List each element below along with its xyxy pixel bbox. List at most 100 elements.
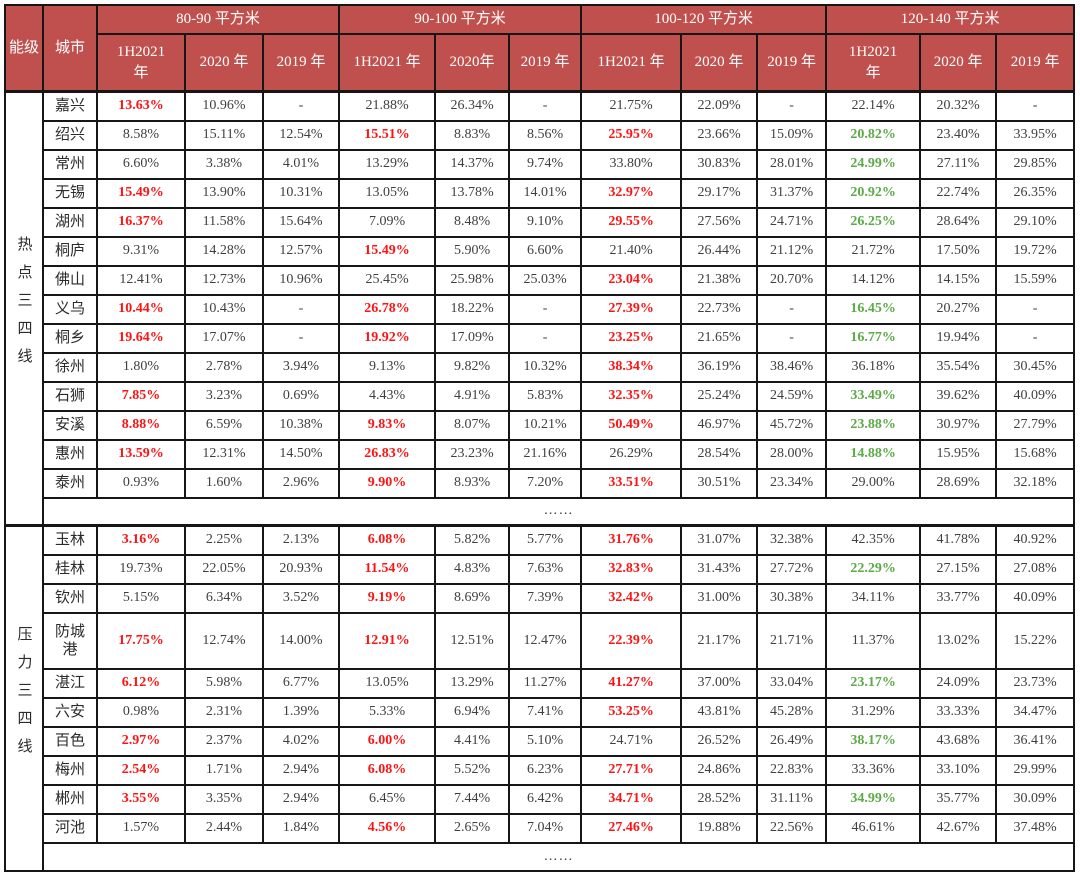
value-cell: 4.83% [434, 553, 511, 585]
value-cell: 20.27% [919, 293, 998, 325]
value-cell: 2.54% [96, 754, 186, 786]
value-cell: 21.40% [580, 235, 683, 267]
value-cell: 31.37% [756, 177, 828, 209]
value-cell: 29.99% [995, 754, 1076, 786]
value-cell: 12.47% [508, 611, 583, 670]
value-cell: 35.77% [919, 783, 998, 815]
value-cell: 15.09% [756, 119, 828, 151]
value-cell: 13.05% [338, 667, 437, 699]
ellipsis-row: …… [5, 496, 1076, 527]
value-cell: 12.57% [261, 235, 341, 267]
value-cell: - [756, 322, 828, 354]
value-cell: 23.04% [580, 264, 683, 296]
group-header-120-140: 120-140 平方米 [825, 4, 1076, 35]
value-cell: - [995, 322, 1076, 354]
value-cell: 24.99% [825, 148, 922, 180]
ellipsis-cell: …… [41, 841, 1076, 872]
city-cell: 桐乡 [42, 322, 98, 354]
value-cell: 9.74% [508, 148, 583, 180]
value-cell: 22.83% [756, 754, 828, 786]
value-cell: 33.33% [919, 696, 998, 728]
value-cell: 10.38% [261, 409, 341, 441]
value-cell: 15.51% [338, 119, 437, 151]
table-row: 绍兴 8.58% 15.11% 12.54% 15.51% 8.83% 8.56% 25.95… [5, 119, 1076, 151]
value-cell: 2.96% [261, 467, 341, 499]
value-cell: 5.52% [434, 754, 511, 786]
value-cell: 46.97% [680, 409, 759, 441]
city-cell: 桐庐 [42, 235, 98, 267]
table-row: 六安 0.98% 2.31% 1.39% 5.33% 6.94% 7.41% 53.25% 43… [5, 696, 1076, 728]
city-cell: 百色 [42, 725, 98, 757]
value-cell: 33.49% [825, 380, 922, 412]
value-cell: 0.69% [261, 380, 341, 412]
city-cell: 河池 [42, 812, 98, 844]
table-row: 梅州 2.54% 1.71% 2.94% 6.08% 5.52% 6.23% 27.71% 24… [5, 754, 1076, 786]
value-cell: 28.64% [919, 206, 998, 238]
col-header: 2020 年 [919, 33, 998, 93]
value-cell: 30.38% [756, 582, 828, 614]
value-cell: 40.09% [995, 582, 1076, 614]
value-cell: 5.82% [434, 524, 511, 556]
value-cell: 6.60% [508, 235, 583, 267]
table-row: 惠州 13.59% 12.31% 14.50% 26.83% 23.23% 21.16% 26… [5, 438, 1076, 470]
value-cell: 8.58% [96, 119, 186, 151]
value-cell: 15.22% [995, 611, 1076, 670]
value-cell: 3.94% [261, 351, 341, 383]
value-cell: 1.60% [184, 467, 264, 499]
city-cell: 佛山 [42, 264, 98, 296]
group-header-100-120: 100-120 平方米 [580, 4, 828, 35]
value-cell: - [508, 90, 583, 122]
value-cell: 20.92% [825, 177, 922, 209]
table-row: 百色 2.97% 2.37% 4.02% 6.00% 4.41% 5.10% 24.71% 26… [5, 725, 1076, 757]
value-cell: 30.97% [919, 409, 998, 441]
value-cell: 12.41% [96, 264, 186, 296]
value-cell: 19.72% [995, 235, 1076, 267]
value-cell: 8.93% [434, 467, 511, 499]
value-cell: 6.08% [338, 754, 437, 786]
city-cell: 六安 [42, 696, 98, 728]
city-cell: 桂林 [42, 553, 98, 585]
value-cell: 9.10% [508, 206, 583, 238]
value-cell: 7.63% [508, 553, 583, 585]
value-cell: 19.73% [96, 553, 186, 585]
value-cell: - [261, 322, 341, 354]
value-cell: 14.50% [261, 438, 341, 470]
value-cell: 7.41% [508, 696, 583, 728]
value-cell: 10.21% [508, 409, 583, 441]
value-cell: 6.45% [338, 783, 437, 815]
table-row: 压力三四线 玉林 3.16% 2.25% 2.13% 6.08% 5.82% 5.77% 31.… [4, 524, 1076, 872]
value-cell: 26.29% [580, 438, 683, 470]
value-cell: 37.48% [995, 812, 1076, 844]
value-cell: 32.42% [580, 582, 683, 614]
value-cell: 14.12% [825, 264, 922, 296]
value-cell: 43.68% [919, 725, 998, 757]
value-cell: 7.85% [96, 380, 186, 412]
table-row: 佛山 12.41% 12.73% 10.96% 25.45% 25.98% 25.03% 23… [5, 264, 1076, 296]
value-cell: 15.59% [995, 264, 1076, 296]
col-header: 2019 年 [508, 33, 583, 93]
value-cell: 9.19% [338, 582, 437, 614]
value-cell: 9.90% [338, 467, 437, 499]
value-cell: 2.65% [434, 812, 511, 844]
value-cell: 30.83% [680, 148, 759, 180]
city-cell: 常州 [42, 148, 98, 180]
value-cell: 13.05% [338, 177, 437, 209]
value-cell: 41.27% [580, 667, 683, 699]
value-cell: 40.92% [995, 524, 1076, 556]
value-cell: 21.17% [680, 611, 759, 670]
table-row: 无锡 15.49% 13.90% 10.31% 13.05% 13.78% 14.01% 32… [5, 177, 1076, 209]
value-cell: 6.94% [434, 696, 511, 728]
city-cell: 泰州 [42, 467, 98, 499]
value-cell: 16.45% [825, 293, 922, 325]
value-cell: 4.91% [434, 380, 511, 412]
value-cell: 7.20% [508, 467, 583, 499]
value-cell: 2.94% [261, 754, 341, 786]
value-cell: 5.98% [184, 667, 264, 699]
value-cell: 21.88% [338, 90, 437, 122]
value-cell: 20.93% [261, 553, 341, 585]
value-cell: 5.10% [508, 725, 583, 757]
value-cell: 11.27% [508, 667, 583, 699]
table-row: 安溪 8.88% 6.59% 10.38% 9.83% 8.07% 10.21% 50.49%… [5, 409, 1076, 441]
value-cell: 9.82% [434, 351, 511, 383]
value-cell: 33.51% [580, 467, 683, 499]
